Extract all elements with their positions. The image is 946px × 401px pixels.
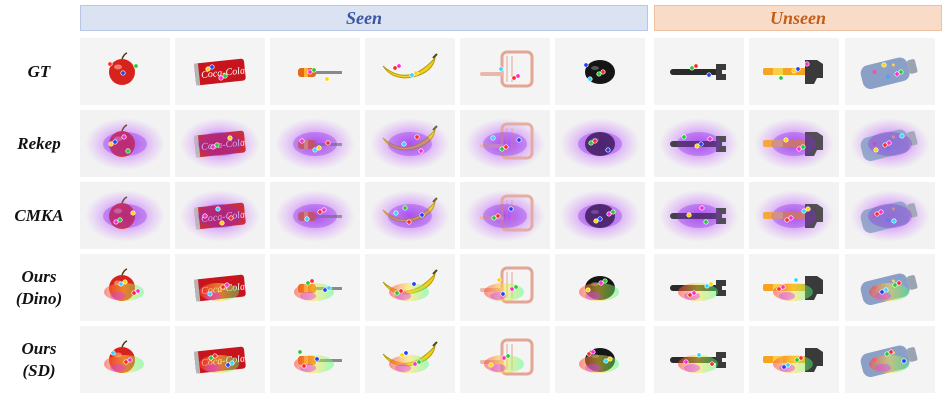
result-image-ours-sd-coke-can: Coca-Cola — [175, 326, 265, 393]
result-image-gt-banana — [365, 38, 455, 105]
result-image-cmka-banana — [365, 182, 455, 249]
svg-text:Coca-Cola: Coca-Cola — [201, 209, 246, 225]
row-label-rekep: Rekep — [17, 133, 61, 153]
result-image-cmka-mouse — [555, 182, 645, 249]
result-image-rekep-hammer — [749, 110, 839, 177]
result-image-ours-sd-apple — [80, 326, 170, 393]
result-image-ours-dino-apple — [80, 254, 170, 321]
result-image-ours-dino-banana — [365, 254, 455, 321]
result-image-ours-sd-dustpan — [460, 326, 550, 393]
result-image-ours-dino-bottle — [845, 254, 935, 321]
result-image-cmka-coke-can: Coca-Cola — [175, 182, 265, 249]
result-image-gt-coke-can: Coca-Cola — [175, 38, 265, 105]
result-image-rekep-apple — [80, 110, 170, 177]
result-image-gt-bottle — [845, 38, 935, 105]
result-image-ours-sd-mouse — [555, 326, 645, 393]
result-image-rekep-mouse — [555, 110, 645, 177]
result-image-ours-dino-coke-can: Coca-Cola — [175, 254, 265, 321]
result-image-ours-dino-wrench — [654, 254, 744, 321]
result-image-gt-mouse — [555, 38, 645, 105]
unseen-header: Unseen — [654, 5, 942, 31]
result-image-cmka-wrench — [654, 182, 744, 249]
result-image-gt-wrench — [654, 38, 744, 105]
result-image-cmka-apple — [80, 182, 170, 249]
result-image-gt-apple — [80, 38, 170, 105]
result-image-ours-sd-screwdriver — [270, 326, 360, 393]
result-image-ours-dino-dustpan — [460, 254, 550, 321]
result-image-gt-screwdriver — [270, 38, 360, 105]
result-image-ours-dino-screwdriver — [270, 254, 360, 321]
result-image-ours-sd-bottle — [845, 326, 935, 393]
result-image-cmka-hammer — [749, 182, 839, 249]
result-image-gt-dustpan — [460, 38, 550, 105]
result-image-ours-sd-hammer — [749, 326, 839, 393]
result-image-rekep-banana — [365, 110, 455, 177]
row-label-ours-sd: Ours (SD) — [21, 338, 57, 380]
result-image-cmka-bottle — [845, 182, 935, 249]
result-image-rekep-screwdriver — [270, 110, 360, 177]
result-image-ours-sd-wrench — [654, 326, 744, 393]
result-image-rekep-wrench — [654, 110, 744, 177]
row-label-cmka: CMKA — [14, 205, 64, 225]
result-image-ours-sd-banana — [365, 326, 455, 393]
result-image-rekep-dustpan — [460, 110, 550, 177]
row-label-gt: GT — [27, 61, 51, 81]
result-image-ours-dino-mouse — [555, 254, 645, 321]
result-image-gt-hammer — [749, 38, 839, 105]
row-label-ours-dino: Ours (Dino) — [15, 266, 63, 308]
result-image-rekep-coke-can: Coca-Cola — [175, 110, 265, 177]
result-image-cmka-screwdriver — [270, 182, 360, 249]
result-image-cmka-dustpan — [460, 182, 550, 249]
result-image-rekep-bottle — [845, 110, 935, 177]
result-image-ours-dino-hammer — [749, 254, 839, 321]
seen-header: Seen — [80, 5, 648, 31]
